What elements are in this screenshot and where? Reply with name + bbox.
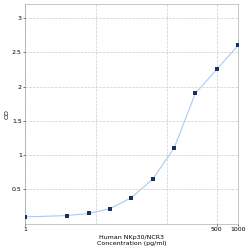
Point (86, 212, 90, 216)
Y-axis label: OD: OD (4, 109, 9, 119)
Point (65, 214, 69, 218)
Point (172, 146, 176, 150)
Point (236, 43, 240, 47)
Point (23, 215, 27, 219)
Point (194, 92, 198, 96)
Point (108, 207, 112, 211)
X-axis label: Human NKp30/NCR3
Concentration (pg/ml): Human NKp30/NCR3 Concentration (pg/ml) (97, 235, 166, 246)
Point (215, 67, 219, 71)
Point (129, 196, 133, 200)
Point (151, 177, 155, 181)
